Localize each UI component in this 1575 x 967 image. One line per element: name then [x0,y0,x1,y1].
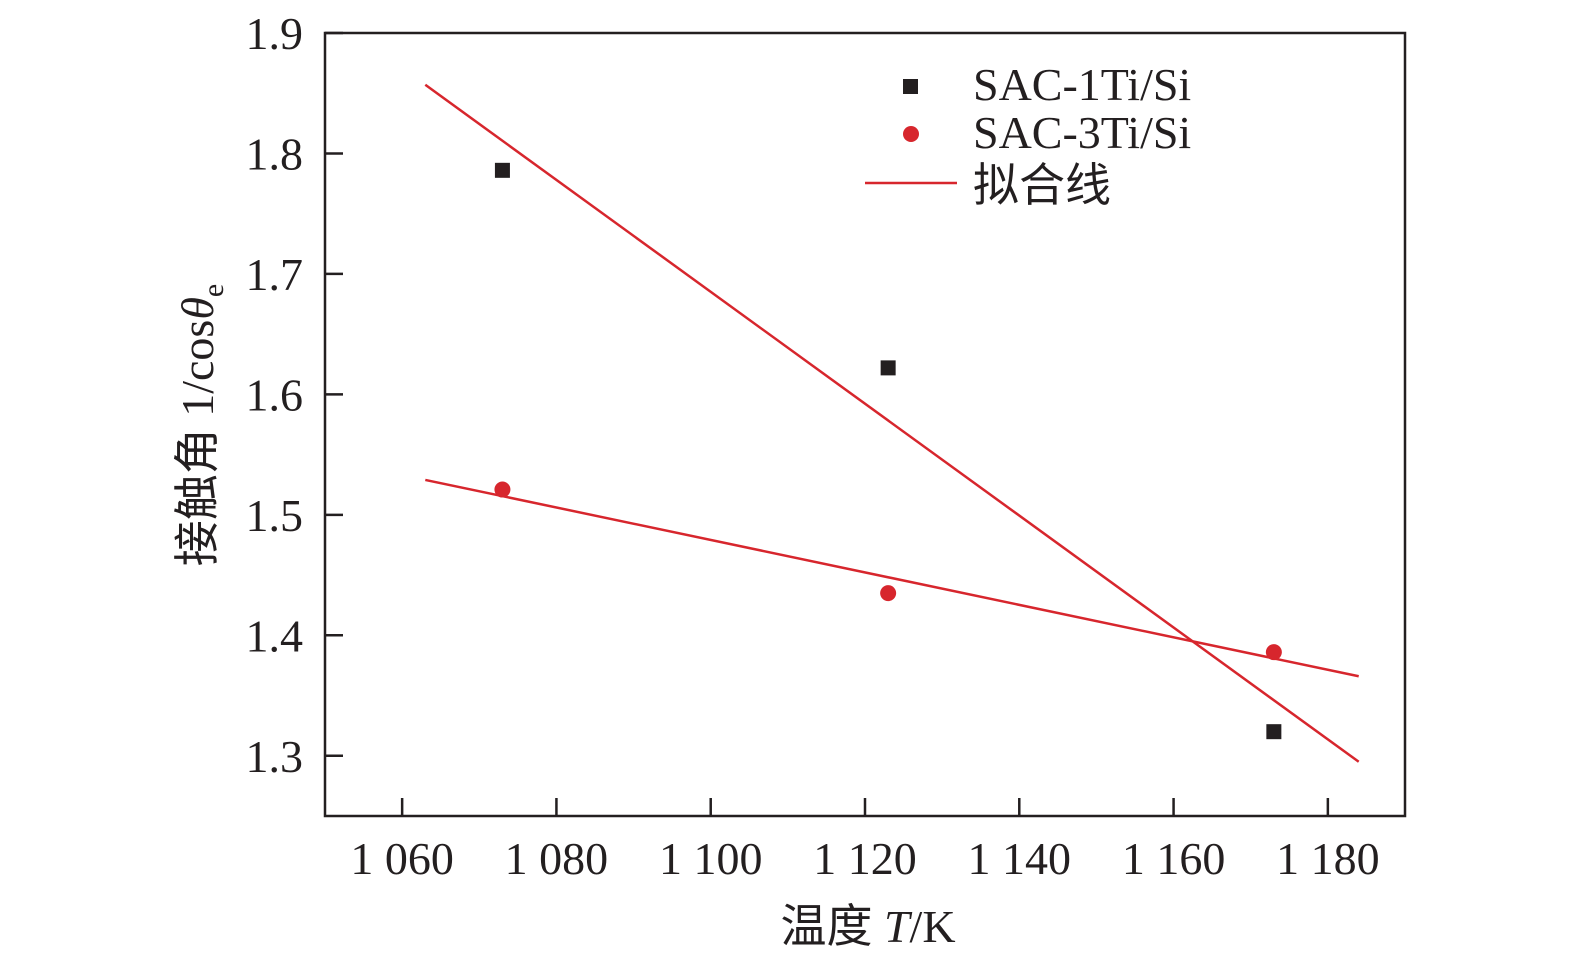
x-tick-label: 1 100 [659,833,763,884]
data-points [494,162,1282,740]
data-point-sac-3ti-si [1265,644,1282,661]
x-tick-label: 1 180 [1276,833,1380,884]
x-axis-title: 温度 T/K [780,901,955,952]
y-axis-ticks: 1.3 1.4 1.5 1.6 1.7 1.8 1.9 [246,8,343,782]
legend: SAC-1Ti/Si SAC-3Ti/Si 拟合线 [865,59,1191,211]
fit-line [425,478,1359,678]
y-axis-title-prefix: 接触角 [172,428,223,566]
fit-line [424,83,1360,763]
legend-label-sac-1ti-si: SAC-1Ti/Si [973,59,1191,110]
data-point-sac-3ti-si [494,481,511,498]
y-tick-label: 1.4 [246,610,304,661]
x-axis-title-suffix: /K [910,901,956,952]
legend-marker-sac-3ti-si [903,126,919,142]
plot-frame [323,31,1407,818]
data-point-sac-3ti-si [880,585,897,602]
data-point-sac-1ti-si [494,162,510,178]
y-tick-label: 1.6 [246,369,304,420]
y-tick-label: 1.7 [246,249,304,300]
legend-label-sac-3ti-si: SAC-3Ti/Si [973,107,1191,158]
y-axis-title-text: 1/cos [172,320,223,417]
legend-label-fit-line: 拟合线 [973,160,1111,211]
fit-lines [424,83,1360,763]
x-axis-title-prefix: 温度 [780,901,872,952]
x-tick-label: 1 120 [813,833,917,884]
x-tick-label: 1 160 [1122,833,1226,884]
y-tick-label: 1.5 [246,490,304,541]
y-axis-title-var: θ [172,297,223,320]
data-point-sac-1ti-si [1266,724,1282,740]
x-axis-title-var: T [884,901,913,952]
y-tick-label: 1.3 [246,731,304,782]
y-tick-label: 1.8 [246,128,304,179]
y-axis-title: 接触角 1/cosθe [172,284,230,567]
x-tick-label: 1 080 [505,833,609,884]
x-tick-label: 1 140 [968,833,1072,884]
legend-marker-sac-1ti-si [903,79,918,94]
x-tick-label: 1 060 [350,833,454,884]
x-axis-ticks: 1 060 1 080 1 100 1 120 1 140 1 160 1 180 [350,798,1380,884]
data-point-sac-1ti-si [880,360,896,376]
y-axis-title-sub: e [197,284,230,297]
y-tick-label: 1.9 [246,8,304,59]
